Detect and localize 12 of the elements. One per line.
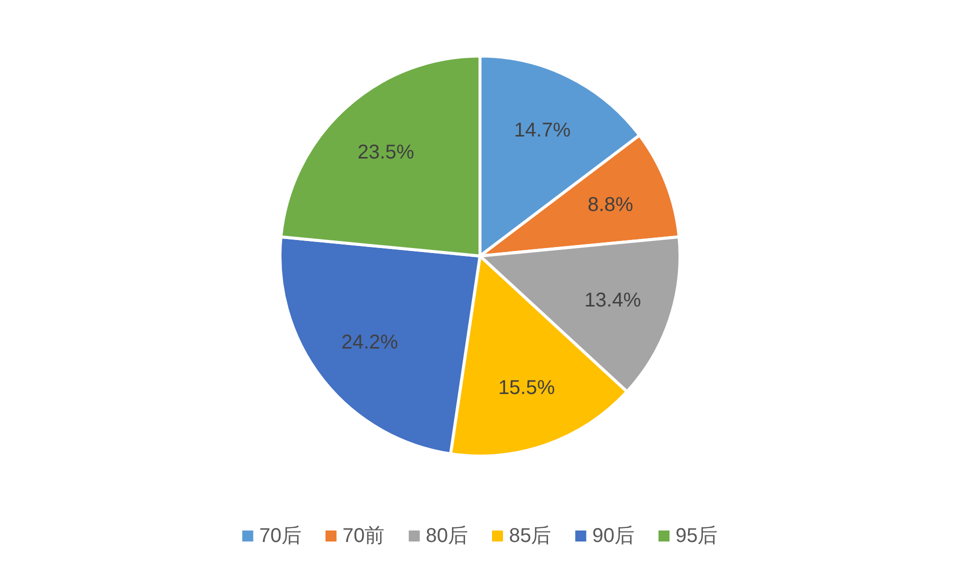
- data-label: 24.2%: [341, 331, 398, 354]
- legend-label: 95后: [676, 525, 718, 547]
- legend-label: 90后: [592, 525, 634, 547]
- data-label: 13.4%: [584, 290, 642, 312]
- legend-label: 70后: [259, 525, 302, 547]
- data-label: 14.7%: [514, 120, 571, 142]
- data-label: 23.5%: [357, 141, 414, 164]
- data-label: 15.5%: [498, 377, 556, 400]
- data-label: 8.8%: [588, 194, 634, 216]
- legend-label: 85后: [509, 525, 552, 547]
- legend-label: 70前: [342, 525, 385, 547]
- legend-label: 80后: [426, 525, 468, 547]
